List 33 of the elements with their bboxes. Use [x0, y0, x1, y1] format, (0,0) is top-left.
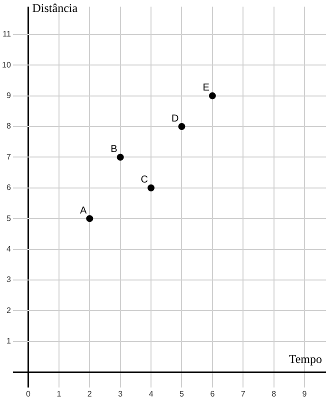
x-tick-label: 8 [272, 389, 277, 398]
x-tick-label: 0 [26, 389, 32, 398]
y-tick-label: 4 [6, 244, 12, 254]
annotation: C [140, 174, 148, 186]
annotation: D [171, 113, 179, 124]
y-tick-label: 10 [2, 60, 12, 70]
y-tick-label: 7 [6, 152, 12, 162]
x-tick-label: 3 [118, 389, 124, 398]
y-tick-label: 3 [6, 275, 12, 284]
y-tick-label: 11 [2, 30, 12, 39]
y-tick-label: 1 [6, 336, 12, 346]
point [208, 92, 216, 100]
y-tick-label: 8 [6, 122, 12, 131]
x-tick-label: 4 [148, 389, 154, 398]
point [116, 154, 124, 161]
y-tick-label: 9 [6, 91, 12, 100]
x-axis-title: Tempo [288, 352, 322, 366]
x-tick-label: 5 [180, 389, 184, 398]
x-tick-label: 1 [56, 389, 62, 398]
y-tick-label: 5 [6, 214, 12, 223]
x-tick-label: 7 [240, 389, 246, 398]
x-tick-label: 6 [210, 389, 216, 398]
x-tick-label: 9 [302, 389, 308, 398]
x-tick-label: 2 [87, 389, 92, 398]
point [178, 123, 186, 130]
y-axis-title: Distância [32, 1, 78, 16]
y-tick-label: 2 [6, 306, 12, 315]
point [148, 184, 155, 192]
annotation: E [202, 82, 210, 94]
point [86, 215, 94, 222]
annotation: B [110, 144, 118, 155]
annotation: A [80, 205, 87, 216]
y-tick-label: 6 [6, 183, 12, 192]
